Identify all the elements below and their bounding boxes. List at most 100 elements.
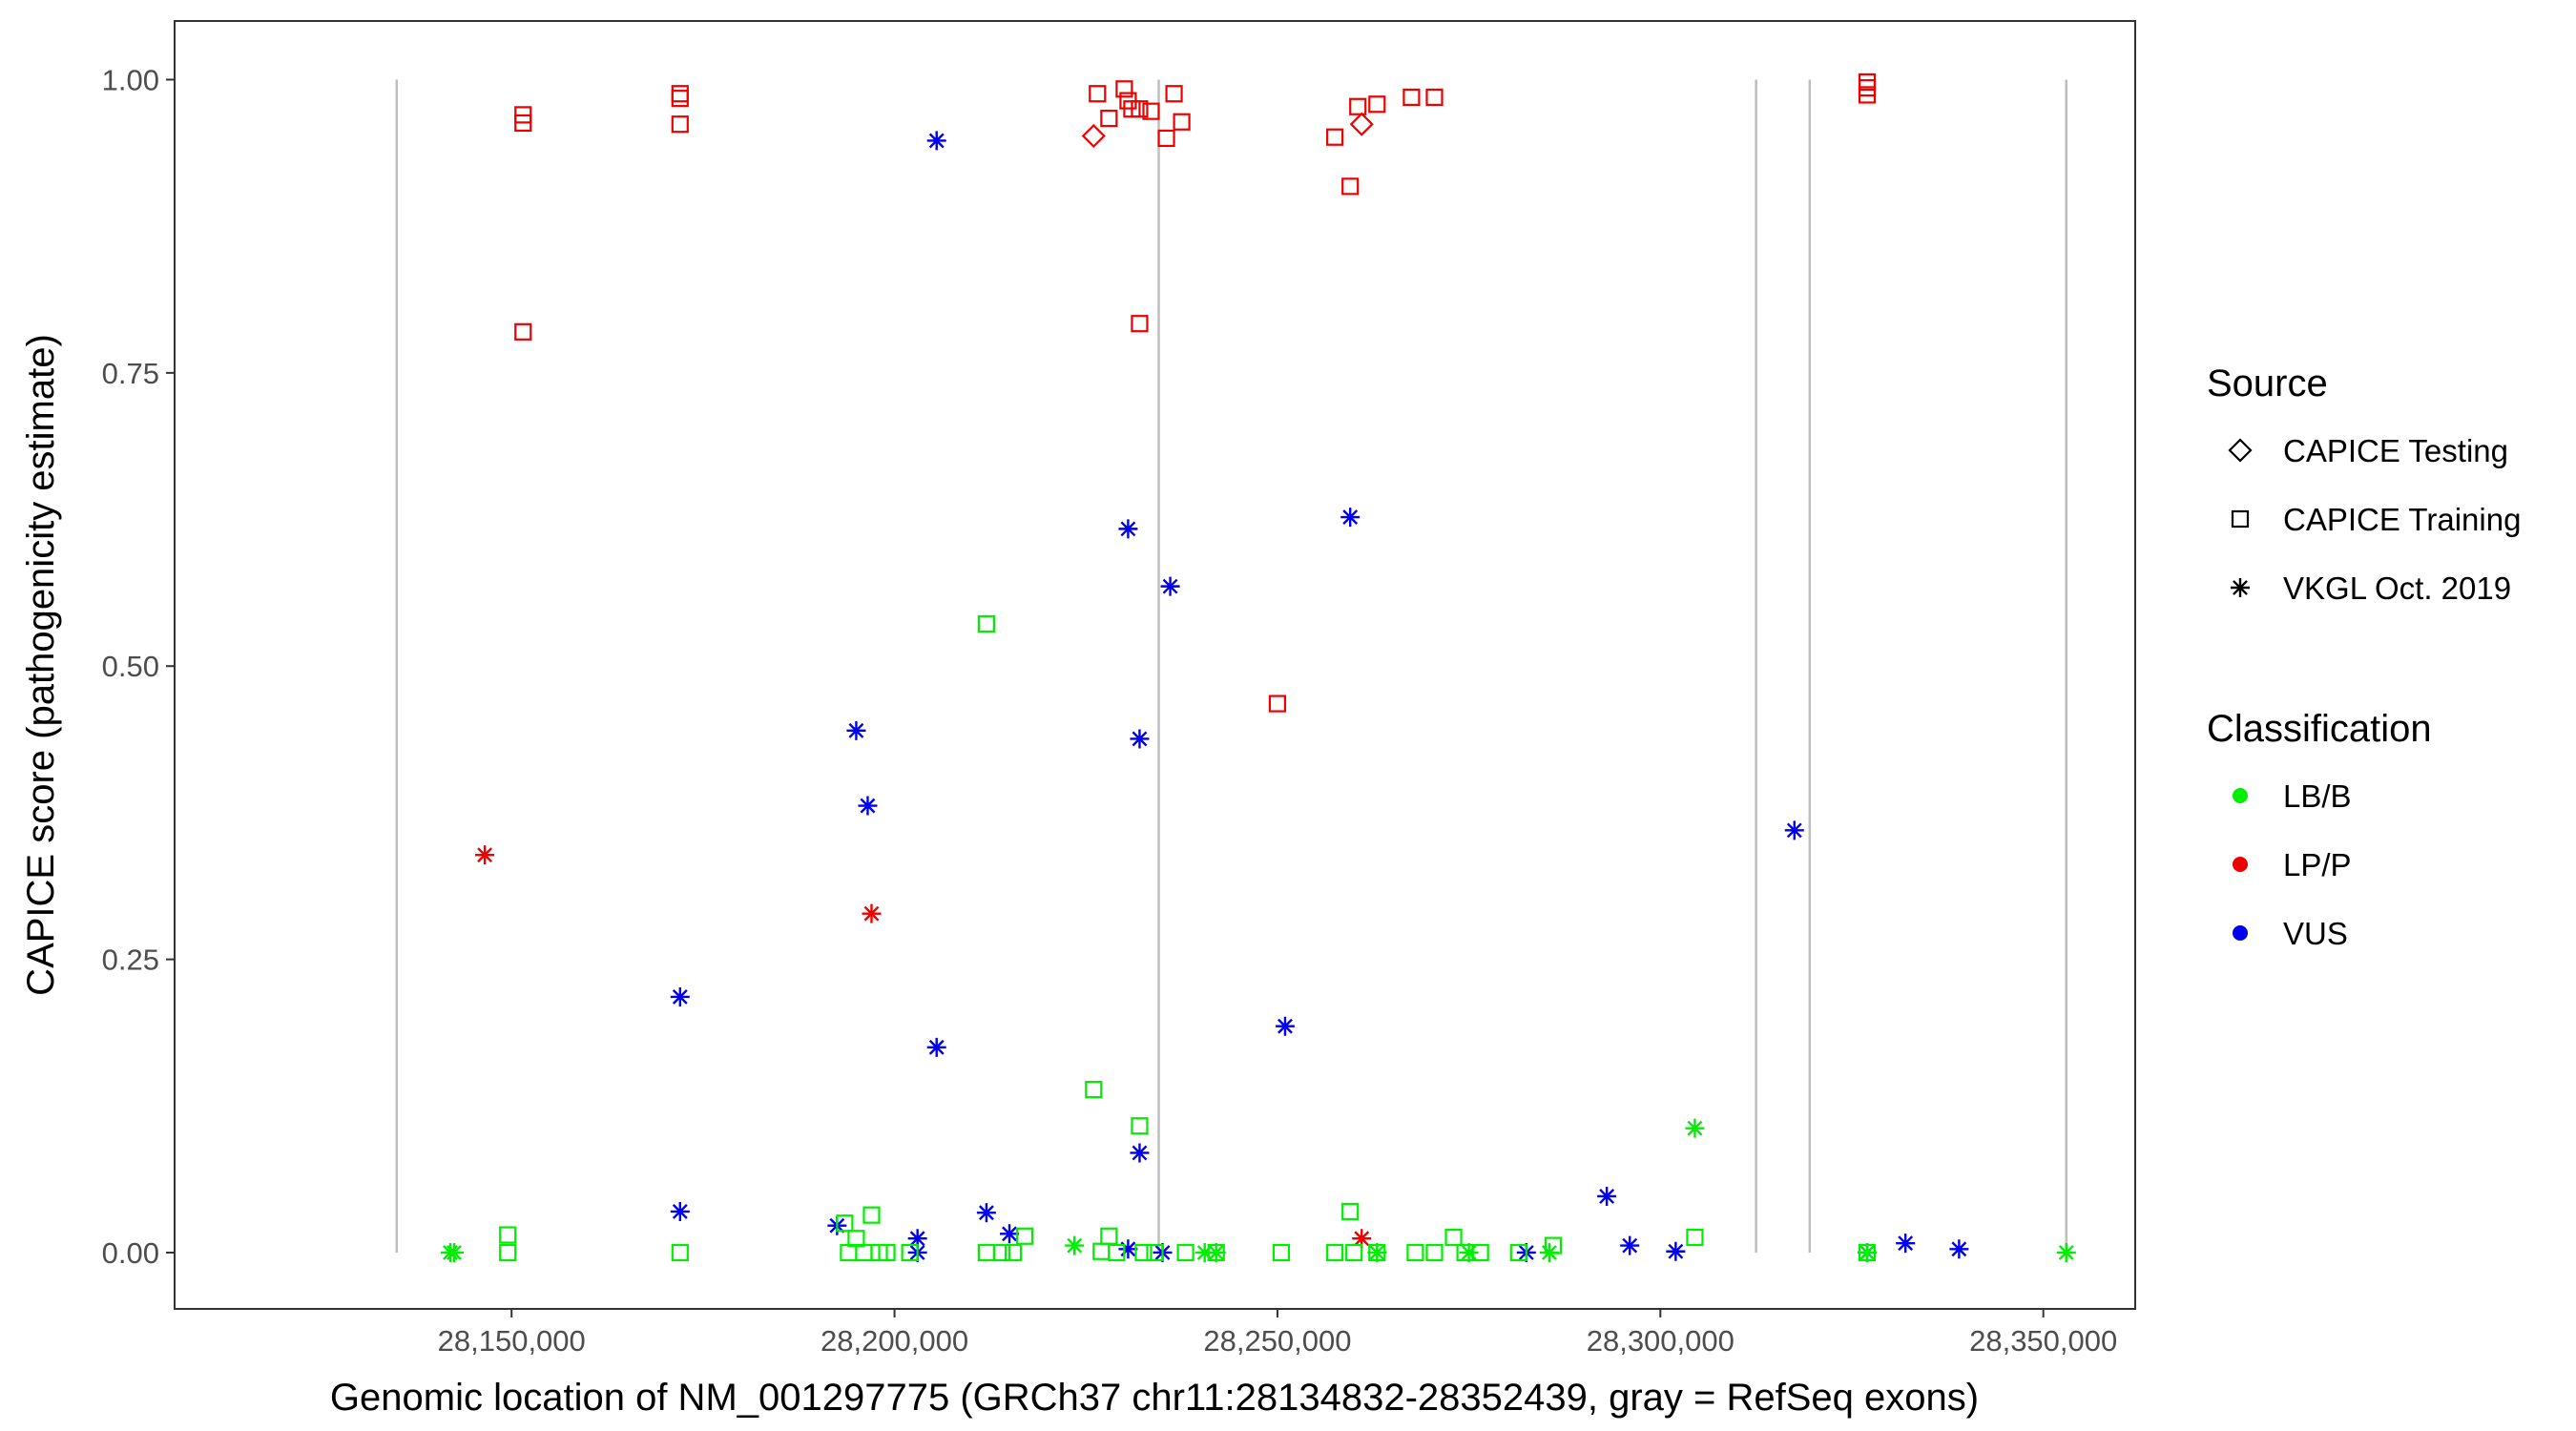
data-point <box>1081 123 1106 149</box>
plot-background <box>175 21 2135 1309</box>
data-point <box>976 1203 996 1223</box>
data-point <box>1275 1016 1295 1036</box>
y-tick-label: 0.00 <box>102 1236 159 1270</box>
data-point <box>499 1243 517 1262</box>
data-point <box>1509 1243 1527 1262</box>
data-point <box>1425 88 1444 107</box>
exon-lines <box>395 79 2068 1253</box>
legend-source-label: VKGL Oct. 2019 <box>2283 570 2511 606</box>
legend-class-label: LP/P <box>2283 847 2352 882</box>
data-point <box>475 845 495 865</box>
data-point <box>1134 1243 1153 1262</box>
data-point <box>1402 88 1421 107</box>
data-point <box>1130 729 1150 749</box>
data-points <box>440 73 2076 1262</box>
x-axis-title: Genomic location of NM_001297775 (GRCh37… <box>330 1377 1979 1419</box>
data-point <box>1195 1242 1215 1262</box>
data-point <box>1142 102 1160 120</box>
data-point <box>1100 109 1118 128</box>
legend-source-label: CAPICE Training <box>2283 502 2521 537</box>
data-point <box>1131 100 1149 118</box>
legend: Source CAPICE Testing CAPICE Training VKGL… <box>2207 363 2521 951</box>
legend-class-label: VUS <box>2283 916 2348 951</box>
data-point <box>1896 1234 1916 1254</box>
legend-classification-title: Classification <box>2207 708 2432 750</box>
y-axis-title: CAPICE score (pathogenicity estimate) <box>20 334 62 996</box>
data-point <box>1326 1243 1344 1262</box>
legend-class-marker <box>2233 857 2248 872</box>
data-point <box>1065 1235 1085 1255</box>
data-point <box>1100 1227 1118 1245</box>
data-point <box>1406 1243 1424 1262</box>
data-point <box>514 322 532 341</box>
data-point <box>671 115 689 134</box>
legend-source-items: CAPICE Testing CAPICE Training VKGL Oct. 2… <box>2228 433 2521 606</box>
data-point <box>1130 1143 1150 1163</box>
legend-source-title: Source <box>2207 363 2328 404</box>
data-point <box>670 986 690 1006</box>
data-point <box>1340 508 1361 528</box>
legend-classification-items: LB/B LP/P VUS <box>2233 778 2352 951</box>
plot-border <box>174 20 2136 1310</box>
x-tick-label: 28,200,000 <box>821 1324 968 1358</box>
legend-class-marker <box>2233 925 2248 941</box>
data-point <box>2056 1242 2076 1262</box>
data-point <box>1459 1242 1479 1262</box>
legend-class-marker <box>2233 788 2248 803</box>
data-point <box>1207 1243 1225 1262</box>
data-point <box>1368 1243 1386 1262</box>
data-point <box>907 1229 927 1249</box>
data-point <box>514 114 532 133</box>
data-point <box>1157 129 1175 148</box>
data-point <box>926 131 946 151</box>
legend-source-label: CAPICE Testing <box>2283 433 2508 468</box>
data-point <box>1597 1186 1617 1206</box>
data-point <box>846 720 866 740</box>
data-point <box>1686 1228 1704 1247</box>
data-point <box>1268 695 1287 713</box>
data-point <box>1160 576 1180 596</box>
data-point <box>1367 1242 1387 1262</box>
data-point <box>1858 86 1877 104</box>
data-point <box>671 1243 689 1262</box>
data-point <box>926 1037 946 1057</box>
legend-source-marker <box>2228 438 2253 463</box>
data-point <box>1471 1243 1489 1262</box>
data-point <box>1341 177 1360 196</box>
data-point <box>1146 1243 1164 1262</box>
data-point <box>1118 1239 1138 1259</box>
data-point <box>1173 113 1191 131</box>
data-point <box>901 1243 919 1262</box>
data-point <box>999 1224 1019 1244</box>
data-point <box>1089 85 1107 103</box>
y-tick-label: 0.75 <box>102 357 159 390</box>
data-point <box>1444 1228 1463 1247</box>
data-point <box>499 1226 517 1244</box>
data-point <box>836 1214 854 1233</box>
data-point <box>671 90 689 108</box>
y-tick-label: 1.00 <box>102 63 159 96</box>
data-point <box>1949 1239 1969 1259</box>
data-point <box>1131 1117 1149 1135</box>
data-point <box>1425 1243 1444 1262</box>
data-point <box>1115 80 1133 98</box>
data-point <box>1345 1243 1363 1262</box>
data-point <box>1206 1242 1226 1262</box>
legend-class-label: LB/B <box>2283 778 2352 814</box>
x-tick-label: 28,250,000 <box>1203 1324 1351 1358</box>
data-point <box>858 796 878 816</box>
data-point <box>1131 315 1149 333</box>
data-point <box>670 1201 690 1221</box>
legend-source-marker <box>2231 509 2250 529</box>
y-tick-label: 0.50 <box>102 650 159 683</box>
data-point <box>862 903 882 923</box>
data-point <box>1620 1235 1640 1255</box>
data-point <box>1544 1236 1563 1255</box>
data-point <box>1858 1242 1878 1262</box>
data-point <box>1004 1243 1023 1262</box>
data-point <box>1176 1243 1195 1262</box>
legend-source-marker <box>2231 578 2250 597</box>
data-point <box>1165 85 1183 103</box>
data-point <box>1858 1243 1877 1262</box>
